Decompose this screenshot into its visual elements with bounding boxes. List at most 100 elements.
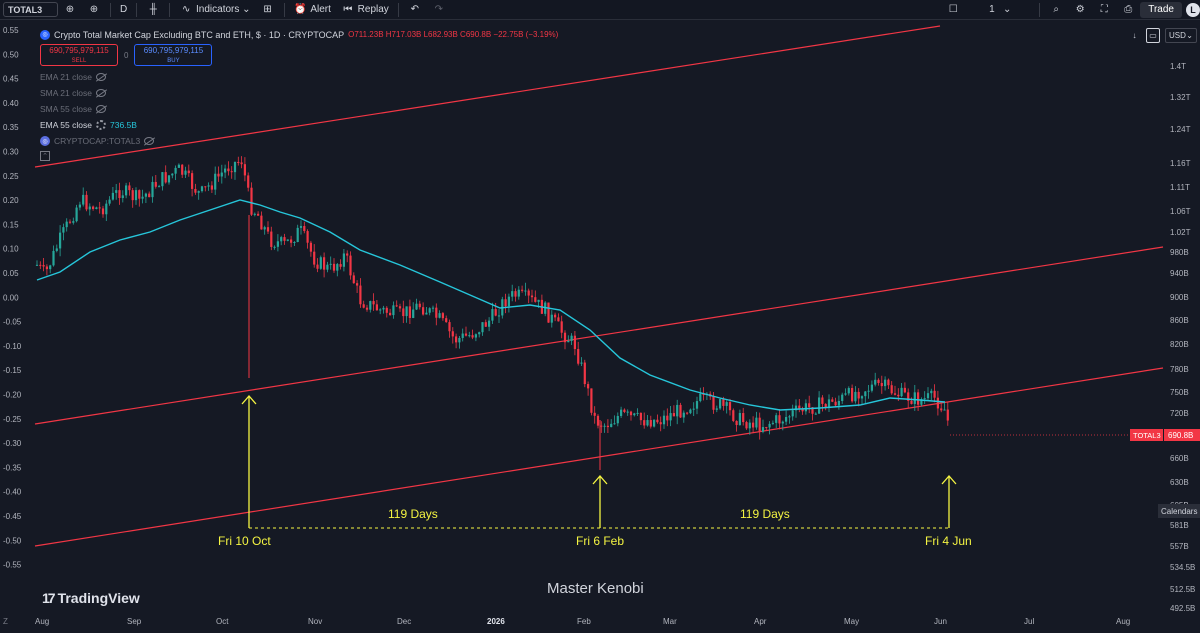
time-axis-label: Jun	[934, 617, 947, 626]
buy-button[interactable]: 690,795,979,115 BUY	[134, 44, 213, 66]
snapshot-button[interactable]: ⎙	[1116, 0, 1140, 20]
candle-body	[765, 427, 768, 429]
left-axis-label: -0.35	[3, 463, 22, 472]
candle-body	[141, 196, 144, 199]
candle-body	[768, 423, 771, 428]
candle-body	[497, 315, 501, 317]
sell-button[interactable]: 690,795,979,115 SELL	[40, 44, 118, 66]
indicator-row[interactable]: SMA 21 close	[40, 85, 558, 101]
candle-body	[455, 336, 458, 343]
candle-body	[801, 408, 804, 412]
indicators-button[interactable]: ∿ Indicators ⌄	[174, 0, 255, 20]
currency-select[interactable]: USD ⌄	[1165, 28, 1197, 43]
indicator-label: EMA 21 close	[40, 72, 92, 82]
left-axis-label: -0.50	[3, 536, 22, 545]
interval-button[interactable]: D	[120, 4, 128, 15]
indicator-row[interactable]: EMA 21 close	[40, 69, 558, 85]
fullscreen-button[interactable]: ⛶	[1092, 0, 1116, 20]
right-axis-label: 512.5B	[1170, 585, 1195, 594]
layout-select[interactable]: ☐	[941, 0, 965, 20]
candle-body	[197, 191, 200, 193]
time-axis-label: Aug	[1116, 617, 1130, 626]
candle-body	[745, 422, 748, 429]
divider	[397, 2, 399, 17]
candle-body	[550, 314, 553, 323]
right-axis-label: 750B	[1170, 388, 1189, 397]
candle-body	[788, 416, 791, 418]
candle-body	[448, 322, 451, 332]
alert-button[interactable]: ⏰ Alert	[294, 4, 331, 15]
candle-body	[55, 248, 58, 251]
candle-body	[491, 309, 494, 321]
candle-body	[161, 172, 164, 187]
replay-button[interactable]: ⏮ Replay	[336, 0, 394, 20]
gear-icon[interactable]	[95, 120, 106, 130]
candle-body	[841, 394, 844, 401]
chart-type-icon[interactable]: ╫	[149, 4, 157, 15]
candle-body	[144, 193, 147, 197]
eye-hidden-icon[interactable]	[95, 89, 106, 97]
candle-body	[323, 257, 326, 270]
eye-hidden-icon[interactable]	[95, 73, 106, 81]
avatar[interactable]: L	[1186, 2, 1200, 17]
candle-body	[692, 408, 695, 410]
candle-body	[728, 402, 732, 411]
candle-body	[633, 413, 636, 416]
candle-body	[629, 411, 633, 416]
indicator-row[interactable]: EMA 55 close 736.5B	[40, 117, 558, 133]
candle-body	[910, 400, 913, 404]
candle-body	[570, 335, 573, 341]
last-price-value: 690.8B	[1168, 431, 1193, 440]
layout-count[interactable]: 1 ⌄	[989, 4, 1012, 15]
candle-body	[385, 307, 388, 313]
add-symbol-icon[interactable]: ⊕	[89, 4, 99, 15]
candle-body	[422, 307, 425, 315]
candle-body	[530, 295, 534, 298]
candle-body	[659, 422, 662, 425]
candle-body	[610, 423, 613, 428]
candle-body	[82, 194, 85, 205]
candle-body	[913, 392, 916, 404]
right-axis-label: 900B	[1170, 293, 1189, 302]
candle-body	[171, 173, 174, 176]
candle-body	[672, 413, 675, 417]
candle-body	[290, 239, 293, 243]
last-price-tag: TOTAL3	[1133, 431, 1161, 440]
eye-hidden-icon[interactable]	[95, 105, 106, 113]
search-button[interactable]: ⌕	[1044, 0, 1068, 20]
lock-scale-icon[interactable]: ▭	[1146, 28, 1160, 43]
eye-hidden-icon[interactable]	[144, 137, 155, 145]
candle-body	[138, 190, 141, 199]
redo-button[interactable]: ↷	[427, 0, 451, 20]
candle-body	[59, 232, 62, 249]
calendars-tab[interactable]: Calendars	[1158, 504, 1200, 518]
layouts-icon[interactable]: ⊞	[263, 4, 272, 15]
gear-icon: ⚙	[1075, 4, 1085, 15]
timezone-label: Z	[3, 617, 8, 626]
candle-body	[372, 301, 375, 305]
right-axis-label: 860B	[1170, 316, 1189, 325]
candle-body	[382, 307, 385, 310]
candle-body	[177, 164, 180, 168]
undo-button[interactable]: ↶	[403, 0, 427, 20]
compare-icon[interactable]: ⊕	[65, 4, 75, 15]
price-chart[interactable]: 0.55 0.50 0.45 0.40 0.35 0.30 0.25 0.20 0.15 0.10…	[0, 20, 1200, 633]
settings-button[interactable]: ⚙	[1068, 0, 1092, 20]
symbol-search[interactable]: TOTAL3	[3, 2, 58, 17]
candle-body	[933, 390, 936, 398]
scroll-down-icon[interactable]: ↓	[1132, 31, 1137, 40]
date-label-oct: Fri 10 Oct	[218, 534, 271, 548]
tradingview-logo[interactable]: 17 TradingView	[42, 590, 140, 606]
candle-body	[554, 314, 557, 318]
indicator-row[interactable]: SMA 55 close	[40, 101, 558, 117]
left-axis-label: 0.45	[3, 75, 19, 84]
candle-body	[620, 409, 623, 416]
candle-body	[72, 221, 75, 223]
candle-body	[577, 349, 580, 364]
overlay-row[interactable]: ◎ CRYPTOCAP:TOTAL3	[40, 133, 558, 149]
time-axis-label: 2026	[487, 617, 505, 626]
candle-body	[626, 411, 629, 413]
collapse-legend-icon[interactable]: ⌃	[40, 151, 50, 161]
alarm-icon: ⏰	[294, 4, 307, 15]
trade-button[interactable]: Trade	[1140, 1, 1182, 18]
